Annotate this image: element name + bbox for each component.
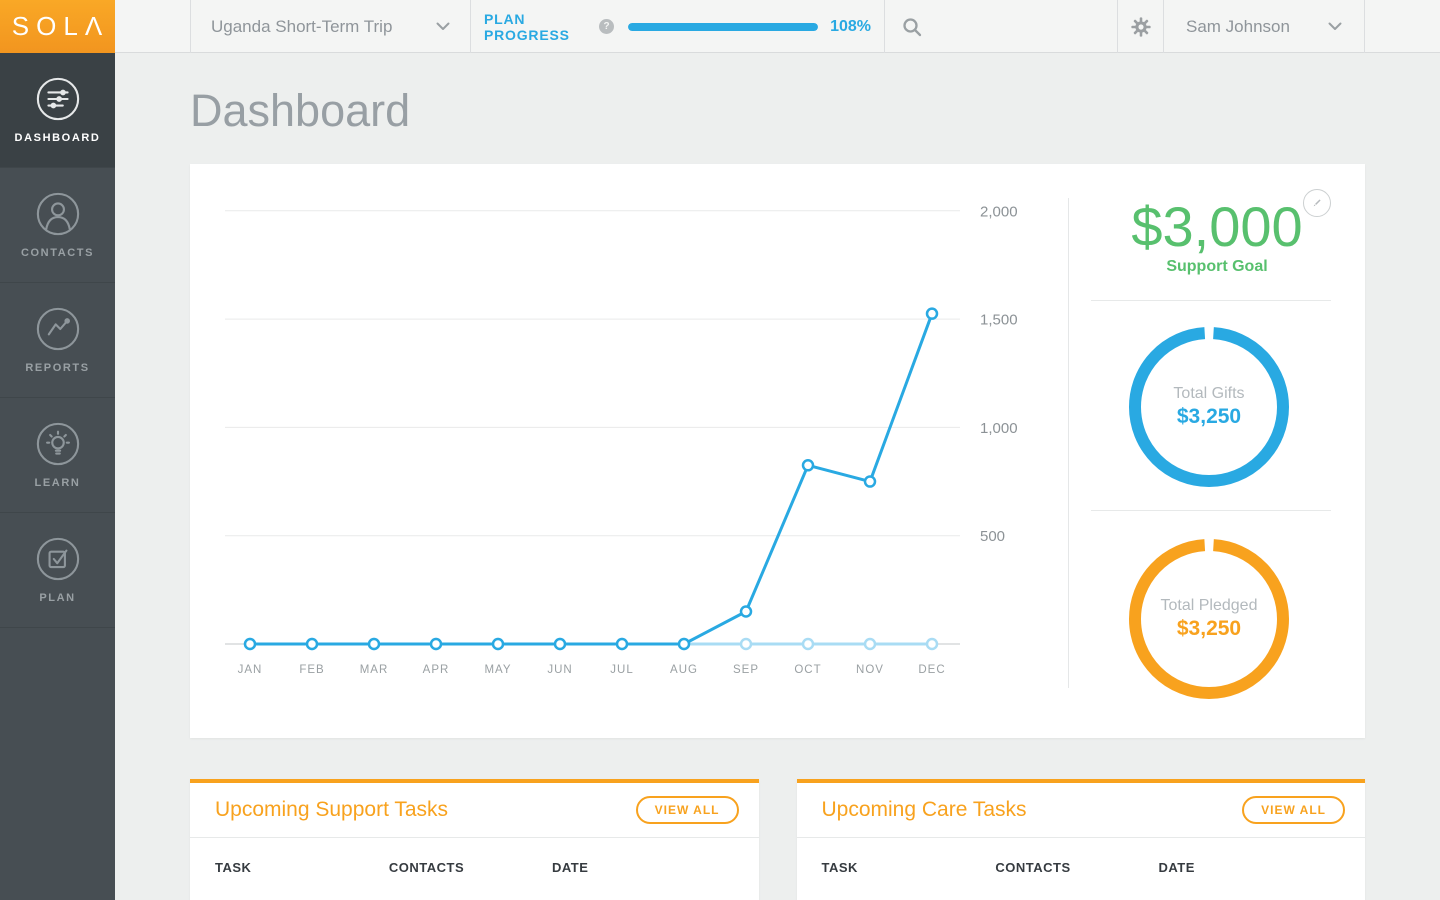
top-bar: SOLΛ Uganda Short-Term Trip PLAN PROGRES… bbox=[0, 0, 1440, 53]
user-menu[interactable]: Sam Johnson bbox=[1163, 0, 1365, 53]
svg-text:OCT: OCT bbox=[794, 664, 821, 676]
sidebar-label: DASHBOARD bbox=[14, 132, 101, 144]
svg-text:500: 500 bbox=[980, 528, 1005, 545]
column-header-date: DATE bbox=[551, 860, 589, 876]
page-title: Dashboard bbox=[190, 85, 411, 136]
svg-text:MAY: MAY bbox=[484, 664, 511, 676]
plan-progress-bar bbox=[628, 22, 819, 31]
gifts-line-chart: 500 1,000 1,500 2,000 JAN FEB MAR APR MAY JUN JUL A… bbox=[225, 204, 1018, 676]
plan-progress-percent: 108% bbox=[830, 17, 871, 35]
view-all-button[interactable]: VIEW ALL bbox=[1242, 796, 1345, 825]
main-content: Dashboard 500 1,000 1,500 2,000 JAN FEB MAR APR… bbox=[115, 53, 1440, 900]
sidebar-label: PLAN bbox=[39, 592, 76, 604]
svg-text:AUG: AUG bbox=[670, 664, 698, 676]
plan-selector-dropdown[interactable]: Uganda Short-Term Trip bbox=[190, 0, 470, 53]
svg-text:JAN: JAN bbox=[238, 664, 263, 676]
tasks-section: Upcoming Support Tasks VIEW ALL TASK CON… bbox=[190, 779, 1365, 900]
support-goal-label: Support Goal bbox=[1166, 258, 1268, 276]
total-gifts-amount: $3,250 bbox=[1176, 405, 1242, 429]
upcoming-care-tasks-card: Upcoming Care Tasks VIEW ALL TASK CONTAC… bbox=[796, 779, 1366, 900]
plan-progress: PLAN PROGRESS ? 108% bbox=[470, 0, 884, 53]
lightbulb-icon bbox=[36, 422, 79, 466]
svg-text:1,000: 1,000 bbox=[980, 420, 1018, 437]
svg-text:JUN: JUN bbox=[547, 664, 572, 676]
svg-text:SEP: SEP bbox=[733, 664, 759, 676]
person-icon bbox=[36, 192, 79, 236]
topbar-spacer bbox=[115, 0, 190, 52]
plan-selector-value: Uganda Short-Term Trip bbox=[211, 16, 393, 36]
sidebar-label: CONTACTS bbox=[20, 247, 95, 259]
svg-text:NOV: NOV bbox=[856, 664, 884, 676]
svg-text:DEC: DEC bbox=[918, 664, 945, 676]
summary-panel: $3,000 Support Goal Total Gifts $3,250 T bbox=[1069, 195, 1365, 738]
divider bbox=[1091, 510, 1331, 512]
column-header-contacts: CONTACTS bbox=[995, 860, 1071, 876]
card-header: Upcoming Support Tasks VIEW ALL bbox=[190, 783, 759, 839]
column-header-contacts: CONTACTS bbox=[388, 860, 465, 876]
total-gifts-ring: Total Gifts $3,250 bbox=[1124, 322, 1294, 492]
column-header-task: TASK bbox=[215, 860, 252, 876]
column-header-task: TASK bbox=[821, 860, 858, 876]
total-pledged-text: Total Pledged $3,250 bbox=[1124, 597, 1294, 641]
total-pledged-label: Total Pledged bbox=[1160, 597, 1258, 615]
help-icon[interactable]: ? bbox=[599, 19, 615, 34]
column-header-date: DATE bbox=[1158, 860, 1195, 876]
plan-progress-fill bbox=[628, 22, 819, 31]
table-header-row: TASK CONTACTS DATE bbox=[797, 838, 1366, 875]
sidebar-item-dashboard[interactable]: DASHBOARD bbox=[0, 53, 115, 168]
brand-logo[interactable]: SOLΛ bbox=[0, 0, 115, 53]
support-goal-amount: $3,000 bbox=[1131, 195, 1303, 259]
giving-overview-card: 500 1,000 1,500 2,000 JAN FEB MAR APR MAY JUN JUL A… bbox=[190, 164, 1365, 739]
chevron-down-icon bbox=[436, 22, 450, 30]
divider bbox=[1091, 300, 1331, 302]
total-gifts-label: Total Gifts bbox=[1173, 385, 1245, 403]
card-title: Upcoming Support Tasks bbox=[215, 798, 449, 822]
svg-text:1,500: 1,500 bbox=[980, 312, 1018, 329]
total-gifts-ring-chart bbox=[1129, 327, 1289, 488]
sliders-icon bbox=[36, 77, 79, 121]
panel-divider bbox=[1068, 198, 1069, 689]
sidebar-label: REPORTS bbox=[25, 362, 90, 374]
edit-goal-button[interactable] bbox=[1303, 189, 1331, 218]
upcoming-support-tasks-card: Upcoming Support Tasks VIEW ALL TASK CON… bbox=[190, 779, 759, 900]
trend-icon bbox=[36, 307, 79, 351]
pencil-icon bbox=[1313, 199, 1321, 207]
sidebar-item-learn[interactable]: LEARN bbox=[0, 398, 115, 513]
total-pledged-ring-chart bbox=[1129, 539, 1289, 700]
svg-text:FEB: FEB bbox=[299, 664, 324, 676]
total-pledged-ring: Total Pledged $3,250 bbox=[1124, 534, 1294, 704]
user-name: Sam Johnson bbox=[1186, 16, 1290, 36]
sidebar-label: LEARN bbox=[34, 477, 81, 489]
sidebar-item-plan[interactable]: PLAN bbox=[0, 513, 115, 628]
search-icon bbox=[903, 17, 922, 36]
svg-text:MAR: MAR bbox=[360, 664, 389, 676]
plan-progress-label: PLAN PROGRESS bbox=[484, 10, 570, 43]
total-pledged-amount: $3,250 bbox=[1176, 617, 1242, 641]
sidebar-item-contacts[interactable]: CONTACTS bbox=[0, 168, 115, 283]
svg-text:APR: APR bbox=[423, 664, 450, 676]
card-title: Upcoming Care Tasks bbox=[821, 798, 1027, 822]
card-header: Upcoming Care Tasks VIEW ALL bbox=[796, 783, 1365, 839]
checkbox-icon bbox=[36, 537, 79, 581]
sidebar-item-reports[interactable]: REPORTS bbox=[0, 283, 115, 398]
search-button[interactable] bbox=[884, 0, 1117, 53]
svg-text:2,000: 2,000 bbox=[980, 204, 1018, 221]
total-gifts-text: Total Gifts $3,250 bbox=[1124, 385, 1294, 429]
gear-icon bbox=[1130, 16, 1151, 37]
chevron-down-icon bbox=[1328, 22, 1342, 30]
table-header-row: TASK CONTACTS DATE bbox=[190, 838, 759, 875]
view-all-button[interactable]: VIEW ALL bbox=[635, 796, 739, 825]
svg-text:JUL: JUL bbox=[610, 664, 633, 676]
settings-button[interactable] bbox=[1117, 0, 1163, 53]
sidebar: DASHBOARD CONTACTS REPORTS bbox=[0, 53, 115, 900]
